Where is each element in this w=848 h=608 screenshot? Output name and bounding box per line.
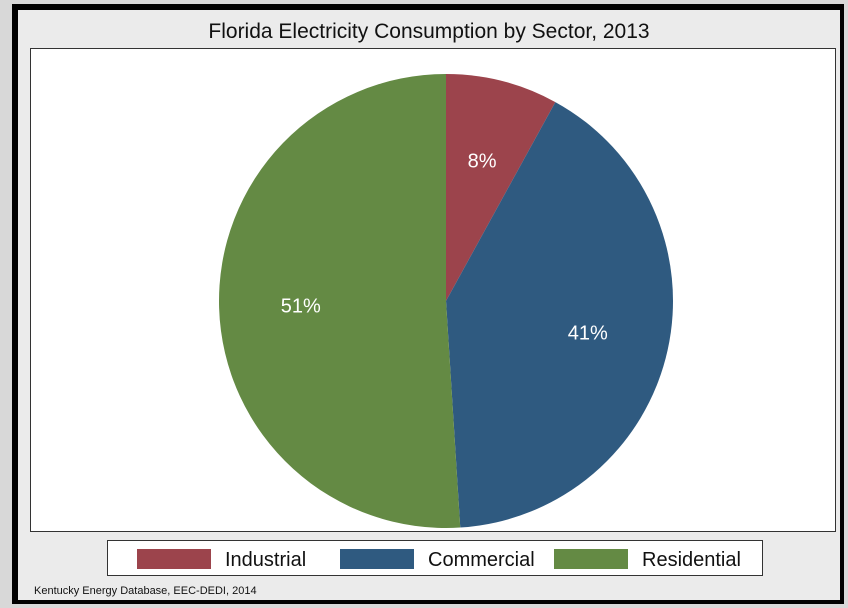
legend-label-residential: Residential (642, 549, 741, 571)
chart-title: Florida Electricity Consumption by Secto… (208, 20, 650, 43)
pie-chart: 8% 41% 51% (218, 74, 673, 528)
pie-label-commercial: 41% (568, 323, 608, 345)
legend-label-industrial: Industrial (225, 549, 307, 571)
legend-label-commercial: Commercial (428, 549, 535, 571)
pie-slice-residential (218, 74, 461, 528)
pie-slice-industrial (446, 74, 556, 301)
source-note: Kentucky Energy Database, EEC-DEDI, 2014 (34, 585, 257, 597)
chart-panel: Florida Electricity Consumption by Secto… (18, 10, 840, 600)
legend-swatch-residential (554, 549, 628, 569)
plot-area: 8% 41% 51% (30, 48, 836, 532)
pie-label-industrial: 8% (468, 150, 497, 172)
legend: Industrial Commercial Residential (107, 540, 763, 576)
legend-swatch-industrial (137, 549, 211, 569)
legend-swatch-commercial (340, 549, 414, 569)
pie-slice-commercial (446, 102, 673, 528)
pie-label-residential: 51% (281, 296, 321, 318)
